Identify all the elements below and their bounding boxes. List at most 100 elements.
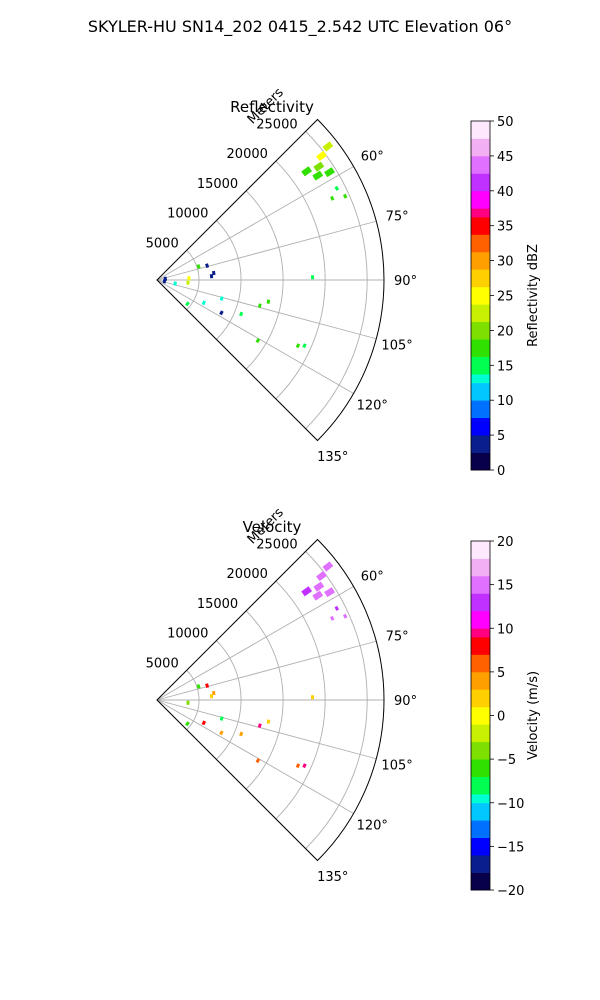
colorbar: −20 −15 −10 −5 0 5 10 15 20 Velocity (m/s) — [470, 535, 541, 899]
radial-tick-label: 25000 — [256, 117, 297, 132]
colorbar-segment — [471, 645, 490, 655]
theta-grid-line — [156, 166, 354, 281]
echo-cell — [302, 763, 307, 769]
colorbar-segment — [471, 846, 490, 856]
echo-cell — [212, 690, 216, 696]
echo-cell — [316, 570, 327, 582]
colorbar-segment — [471, 811, 490, 821]
colorbar-segment — [471, 408, 490, 419]
colorbar-segment — [471, 365, 490, 375]
colorbar: 0 5 10 15 20 25 30 35 40 45 50 Reflectivity dBZ — [470, 115, 541, 479]
colorbar-segment — [471, 706, 490, 716]
colorbar-segment — [471, 575, 490, 586]
colorbar-segment — [471, 680, 490, 690]
colorbar-tick-label: −10 — [497, 797, 524, 812]
colorbar-segment — [471, 347, 490, 357]
colorbar-tick-label: 5 — [497, 429, 505, 444]
colorbar-segment — [471, 584, 490, 594]
radial-tick-label: 20000 — [227, 147, 268, 162]
colorbar-segment — [471, 164, 490, 174]
colorbar-segment — [471, 785, 490, 795]
colorbar-segment — [471, 671, 490, 681]
echo-cell — [201, 300, 207, 306]
colorbar-segment — [471, 452, 490, 462]
colorbar-tick-label: 5 — [497, 666, 505, 681]
echo-cell — [266, 719, 271, 724]
colorbar-tick-label: 35 — [497, 220, 514, 235]
colorbar-segment — [471, 715, 490, 725]
colorbar-tick-label: 20 — [497, 324, 514, 339]
colorbar-segment — [471, 593, 490, 603]
echo-cell — [324, 167, 335, 178]
echo-cell — [330, 615, 335, 621]
echo-cell — [322, 141, 334, 152]
colorbar-label: Velocity (m/s) — [526, 671, 541, 760]
echo-cell — [295, 763, 301, 769]
theta-tick-label: 120° — [357, 398, 388, 413]
colorbar-segment — [471, 321, 490, 331]
panel-velocity: Velocity500010000150002000025000Meters60… — [146, 505, 541, 899]
echo-cell — [255, 338, 261, 344]
colorbar-segment — [471, 802, 490, 812]
colorbar-segment — [471, 173, 490, 183]
colorbar-segment — [471, 182, 490, 192]
colorbar-segment — [471, 391, 490, 401]
echo-cell — [219, 296, 224, 301]
colorbar-segment — [471, 426, 490, 436]
colorbar-tick-label: 15 — [497, 579, 514, 594]
echo-cell — [162, 279, 167, 284]
colorbar-tick-label: −15 — [497, 840, 524, 855]
colorbar-segment — [471, 269, 490, 279]
echo-cell — [322, 561, 334, 572]
colorbar-segment — [471, 698, 490, 708]
colorbar-segment — [471, 628, 490, 638]
colorbar-tick-label: 10 — [497, 622, 514, 637]
colorbar-segment — [471, 330, 490, 340]
echo-cell — [301, 586, 313, 597]
theta-grid-line — [156, 279, 354, 394]
echo-cell — [219, 716, 224, 721]
echo-cell — [185, 301, 190, 307]
colorbar-segment — [471, 872, 490, 882]
echo-cell — [316, 150, 327, 162]
colorbar-segment — [471, 732, 490, 743]
colorbar-segment — [471, 234, 490, 244]
echo-cell — [219, 730, 224, 736]
colorbar-segment — [471, 461, 490, 471]
colorbar-segment — [471, 767, 490, 777]
colorbar-segment — [471, 435, 490, 445]
colorbar-tick-label: 30 — [497, 255, 514, 270]
colorbar-segment — [471, 776, 490, 786]
echo-cell — [324, 587, 335, 598]
colorbar-tick-label: 15 — [497, 359, 514, 374]
echo-cell — [302, 343, 307, 349]
panel-reflectivity: Reflectivity500010000150002000025000Mete… — [146, 85, 541, 479]
radial-tick-label: 10000 — [167, 627, 208, 642]
colorbar-segment — [471, 216, 490, 227]
theta-grid-line — [156, 220, 377, 281]
echo-cell — [212, 270, 216, 276]
colorbar-tick-label: 40 — [497, 185, 514, 200]
echo-cell — [257, 303, 262, 308]
colorbar-tick-label: 0 — [497, 464, 505, 479]
echo-cell — [342, 193, 348, 199]
echo-cell — [239, 311, 244, 317]
figure-title: SKYLER-HU SN14_202 0415_2.542 UTC Elevat… — [88, 17, 512, 37]
colorbar-segment — [471, 541, 490, 551]
colorbar-segment — [471, 654, 490, 664]
colorbar-segment — [471, 190, 490, 200]
colorbar-segment — [471, 243, 490, 253]
radial-tick-label: 10000 — [167, 207, 208, 222]
colorbar-segment — [471, 199, 490, 209]
echo-cell — [205, 263, 210, 268]
colorbar-segment — [471, 558, 490, 568]
echo-cell — [313, 581, 325, 592]
theta-tick-label: 75° — [386, 630, 409, 645]
colorbar-segment — [471, 837, 490, 847]
colorbar-segment — [471, 663, 490, 673]
echo-cell — [334, 605, 340, 611]
colorbar-segment — [471, 820, 490, 830]
colorbar-tick-label: 20 — [497, 535, 514, 550]
colorbar-segment — [471, 759, 490, 769]
